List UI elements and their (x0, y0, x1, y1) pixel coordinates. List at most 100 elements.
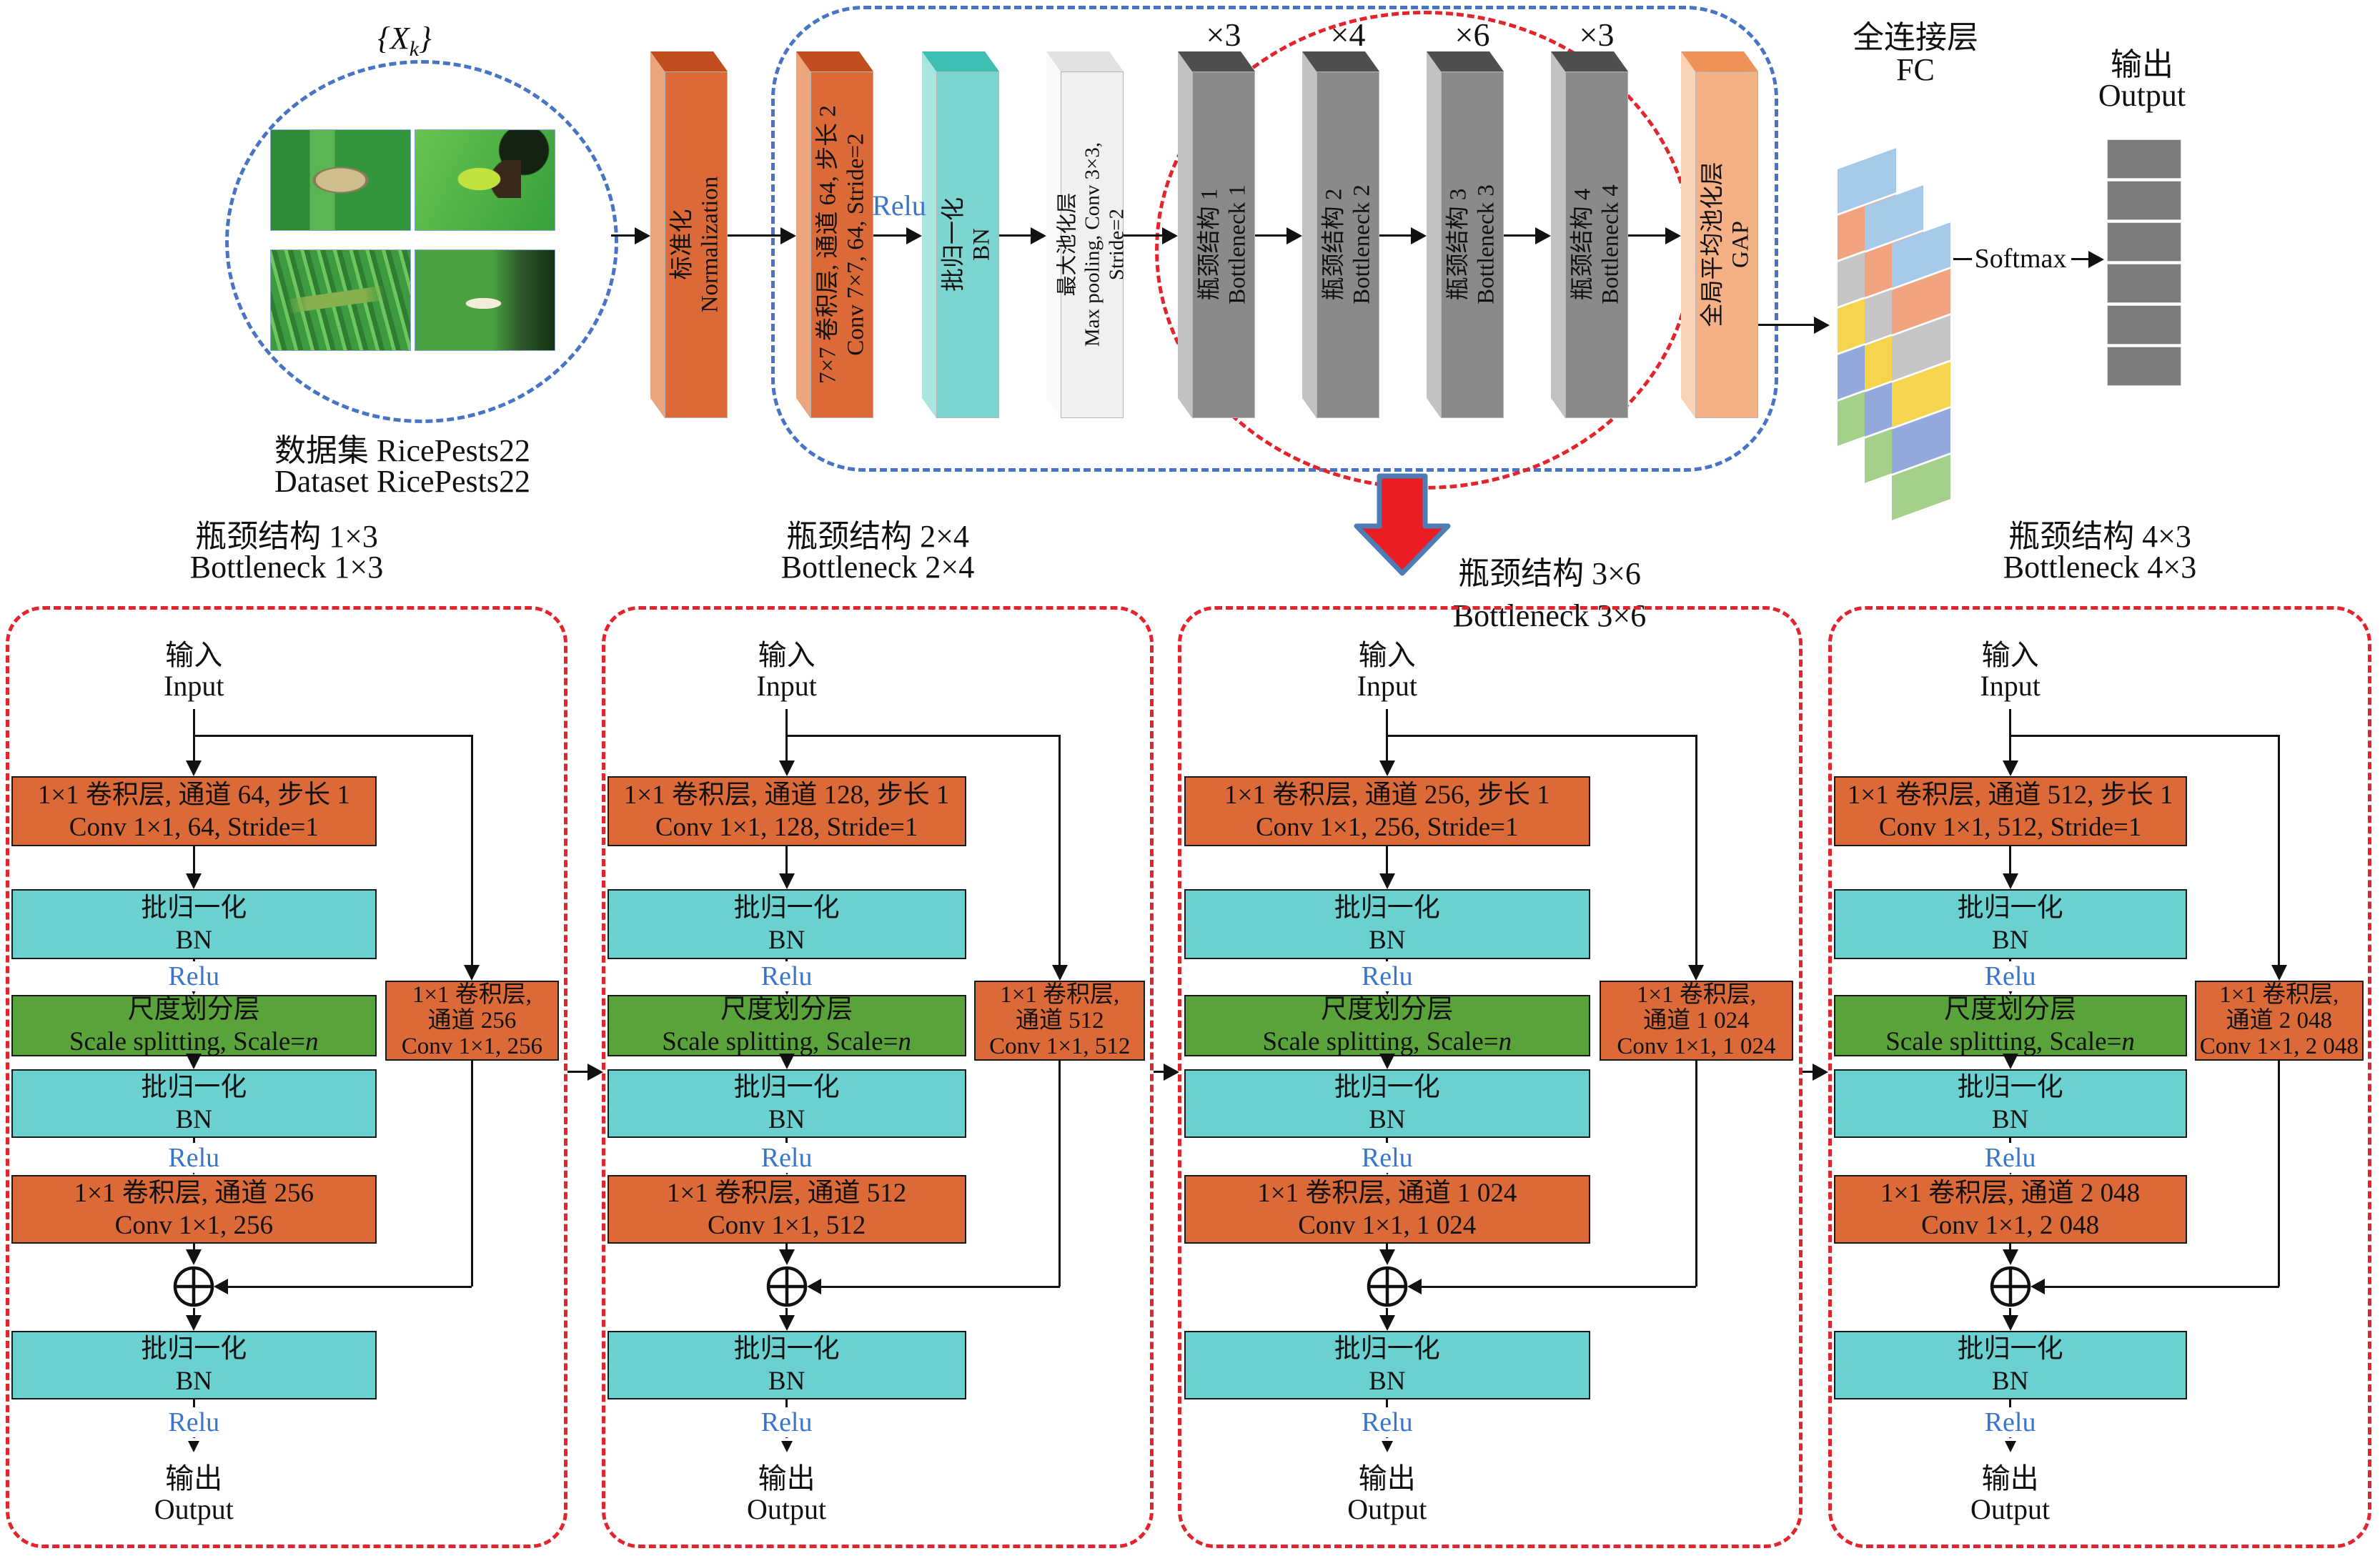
bn3-box: 批归一化 BN (11, 1331, 377, 1399)
relu-label: Relu (1184, 961, 1590, 992)
flow-line (192, 846, 195, 873)
bn1-box: 批归一化 BN (1833, 889, 2187, 959)
arrow-head (1381, 1441, 1393, 1452)
panel-output-en: Output (154, 1493, 234, 1525)
fc-label-en: FC (1896, 52, 1935, 87)
scale-splitting-box: 尺度划分层 Scale splitting, Scale=n (11, 995, 377, 1056)
relu-label: Relu (11, 1407, 377, 1438)
bn-label-zh: 批归一化 (733, 1072, 840, 1102)
output-label-en: Output (2098, 78, 2186, 113)
relu-label: Relu (11, 961, 377, 992)
box-side-face (796, 51, 810, 418)
bn-label-zh: 批归一化 (941, 197, 967, 292)
box-side-face (1046, 51, 1061, 418)
skip-branch-line (1695, 1061, 1697, 1287)
bn-label-zh: 批归一化 (1334, 1072, 1440, 1102)
scale-splitting-box: 尺度划分层 Scale splitting, Scale=n (1833, 994, 2187, 1056)
output-cell (2107, 222, 2181, 262)
conv1-label-en: Conv 1×1, 256, Stride=1 (1256, 813, 1519, 842)
bn1-box: 批归一化 BN (11, 889, 377, 959)
conv2-label-zh: 1×1 卷积层, 通道 2 048 (1880, 1178, 2141, 1208)
scale-label-zh: 尺度划分层 (1944, 994, 2077, 1024)
box-side-face (1178, 51, 1192, 418)
dataset-photo-leafhopper (415, 129, 555, 231)
elementwise-add-icon (766, 1266, 807, 1307)
panel-output-zh: 输出 (165, 1462, 223, 1495)
dataset-caption-zh: 数据集 RicePests22 (274, 433, 531, 468)
box-top-face (1551, 51, 1628, 71)
flow-line (1386, 1244, 1389, 1249)
shortcut-conv-line1: 1×1 卷积层, (2219, 981, 2339, 1008)
maxpool-label-en: Max pooling, Conv 3×3, (1081, 142, 1104, 347)
arrow-head (2002, 1054, 2018, 1069)
maxpool-box: 最大池化层 Max pooling, Conv 3×3, Stride=2 (1046, 51, 1129, 418)
relu-label-top: Relu (872, 189, 926, 222)
box-side-face (1681, 51, 1695, 418)
conv2-label-zh: 1×1 卷积层, 通道 256 (74, 1178, 314, 1208)
arrow-head (186, 1315, 202, 1331)
flow-line (785, 846, 788, 873)
conv1-box: 1×1 卷积层, 通道 128, 步长 1 Conv 1×1, 128, Str… (607, 776, 966, 846)
arrow-head (806, 1279, 821, 1294)
box-top-face (1427, 51, 1504, 71)
bn-label-zh: 批归一化 (733, 893, 840, 923)
flow-line (1386, 846, 1389, 873)
elementwise-add-icon (1367, 1266, 1408, 1307)
arrow-head (1286, 227, 1302, 244)
bn-label-zh: 批归一化 (1957, 1072, 2063, 1102)
box-top-face (650, 51, 728, 71)
bn2-box: 批归一化 BN (1833, 1069, 2187, 1138)
relu-label: Relu (608, 961, 966, 992)
conv2-label-en: Conv 1×1, 256 (114, 1211, 273, 1240)
arrow-head (635, 227, 650, 244)
panel-input-zh: 输入 (758, 639, 815, 671)
arrow-head (1379, 760, 1395, 776)
flow-line (785, 1308, 788, 1315)
shortcut-conv-line1: 1×1 卷积层, (1000, 981, 1120, 1008)
skip-branch-line (1058, 735, 1061, 965)
softmax-dash (1953, 258, 1972, 260)
bottleneck3-box: ×6 瓶颈结构 3 Bottleneck 3 (1427, 16, 1504, 418)
bn-label-en: BN (768, 1105, 805, 1134)
panel-output-en: Output (1970, 1493, 2051, 1525)
shortcut-conv-box: 1×1 卷积层, 通道 2 048 Conv 1×1, 2 048 (2195, 981, 2364, 1061)
arrow-head (186, 1249, 202, 1265)
arrow-head (2002, 1315, 2018, 1331)
panel-output-zh: 输出 (1358, 1462, 1416, 1495)
normalization-box: 标准化 Normalization (650, 51, 728, 418)
bottleneck1-multiplier: ×3 (1206, 16, 1241, 53)
panel-input-en: Input (1980, 670, 2041, 702)
shortcut-conv-line2: 通道 2 048 (2226, 1007, 2333, 1034)
box-top-face (922, 51, 999, 71)
conv1-label-zh: 1×1 卷积层, 通道 64, 步长 1 (37, 780, 350, 810)
shortcut-conv-line2: 通道 256 (427, 1007, 517, 1034)
gap-box: 全局平均池化层 GAP (1681, 51, 1758, 418)
arrow-head (1407, 1279, 1422, 1294)
bn-label-en: BN (175, 1105, 212, 1134)
arrow-head (587, 1064, 603, 1081)
conv2-box: 1×1 卷积层, 通道 512 Conv 1×1, 512 (607, 1175, 966, 1244)
flow-line (2071, 258, 2088, 260)
arrow-head (778, 1249, 795, 1265)
arrow-head (1379, 1054, 1395, 1069)
panel-title-en: Bottleneck 3×6 (1452, 598, 1647, 633)
box-front-face (665, 71, 728, 418)
panel-title-zh: 瓶颈结构 1×3 (195, 519, 378, 554)
expand-arrow (1354, 473, 1451, 576)
bn-label-zh: 批归一化 (1334, 893, 1440, 923)
maxpool-label-en2: Stride=2 (1105, 208, 1129, 281)
bottleneck3-label-zh: 瓶颈结构 3 (1445, 188, 1472, 301)
gap-label-en: GAP (1727, 220, 1754, 269)
relu-label: Relu (1834, 961, 2187, 992)
arrow-head (2002, 873, 2018, 889)
panel-input-en: Input (756, 670, 817, 702)
shortcut-conv-line3: Conv 1×1, 256 (401, 1034, 543, 1060)
scale-label-en: Scale splitting, Scale=n (662, 1027, 911, 1056)
bottleneck4-box: ×3 瓶颈结构 4 Bottleneck 4 (1551, 16, 1628, 418)
conv1-label-en: Conv 1×1, 128, Stride=1 (655, 813, 918, 842)
output-cell (2107, 181, 2181, 220)
box-top-face (1302, 51, 1379, 71)
output-label-zh: 输出 (2111, 47, 2173, 82)
box-front-face (1695, 71, 1758, 418)
conv7x7-box: 7×7 卷积层, 通道 64, 步长 2 Conv 7×7, 64, Stride… (796, 51, 873, 418)
